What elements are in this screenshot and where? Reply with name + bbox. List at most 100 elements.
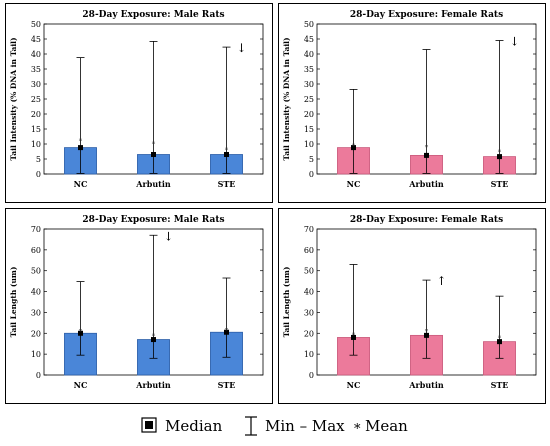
legend-median-marker xyxy=(141,417,157,433)
chart-panel-female-length: 28-Day Exposure: Female Rats Tail Length … xyxy=(278,208,546,404)
legend-minmax-marker xyxy=(245,416,257,436)
x-tick-label: Arbutin xyxy=(408,380,444,390)
y-tick-label: 15 xyxy=(31,125,41,134)
x-tick-label: NC xyxy=(74,179,88,189)
y-tick-label: 30 xyxy=(304,308,314,317)
y-tick-label: 0 xyxy=(309,170,314,179)
y-tick-label: 50 xyxy=(31,20,41,29)
y-tick-label: 20 xyxy=(304,329,314,338)
chart-panel-male-intensity: 28-Day Exposure: Male Rats Tail Intensity… xyxy=(5,3,273,203)
y-tick-label: 45 xyxy=(304,35,314,44)
median-point xyxy=(424,152,429,158)
y-tick-label: 70 xyxy=(31,225,41,234)
y-tick-label: 0 xyxy=(36,371,41,380)
legend: Median Min – Max * Mean xyxy=(0,410,550,442)
mean-marker: * xyxy=(425,144,429,152)
mean-marker: * xyxy=(79,137,83,145)
x-tick-label: Arbutin xyxy=(408,179,444,189)
mean-marker: * xyxy=(498,334,502,342)
y-tick-label: 10 xyxy=(304,140,314,149)
y-tick-label: 40 xyxy=(31,50,41,59)
trend-arrow: ↑ xyxy=(437,274,447,288)
y-tick-label: 30 xyxy=(31,80,41,89)
y-tick-label: 25 xyxy=(31,95,41,104)
y-tick-label: 10 xyxy=(304,350,314,359)
x-tick-label: NC xyxy=(74,380,88,390)
mean-marker: * xyxy=(79,328,83,336)
chart-panel-male-length: 28-Day Exposure: Male Rats Tail Length (u… xyxy=(5,208,273,404)
mean-marker: * xyxy=(152,140,156,148)
median-point xyxy=(151,152,156,157)
mean-marker: * xyxy=(425,328,429,336)
chart-panel-female-intensity: 28-Day Exposure: Female Rats Tail Intensi… xyxy=(278,3,546,203)
median-point xyxy=(497,339,502,345)
y-tick-label: 50 xyxy=(304,20,314,29)
trend-arrow: ↓ xyxy=(164,229,174,243)
y-tick-label: 30 xyxy=(31,308,41,317)
y-axis-label: Tail Length (um) xyxy=(9,267,18,338)
median-point xyxy=(424,332,429,338)
trend-arrow: ↓ xyxy=(510,35,520,49)
y-axis-label: Tail Intensity (% DNA in Tail) xyxy=(9,37,18,160)
y-tick-label: 40 xyxy=(304,50,314,59)
x-tick-label: Arbutin xyxy=(135,179,171,189)
y-axis-label: Tail Length (um) xyxy=(282,267,291,338)
trend-arrow: ↓ xyxy=(237,41,247,55)
median-point xyxy=(351,145,356,151)
y-tick-label: 5 xyxy=(36,155,41,164)
chart-title: 28-Day Exposure: Male Rats xyxy=(82,215,224,225)
median-point xyxy=(351,334,356,340)
mean-marker: * xyxy=(225,327,229,335)
x-tick-label: NC xyxy=(347,380,361,390)
median-point xyxy=(78,145,83,151)
y-axis-label: Tail Intensity (% DNA in Tail) xyxy=(282,37,291,160)
legend-mean-label: Mean xyxy=(365,417,408,435)
mean-marker: * xyxy=(498,149,502,157)
y-tick-label: 40 xyxy=(304,288,314,297)
y-tick-label: 60 xyxy=(304,246,314,255)
y-tick-label: 0 xyxy=(36,170,41,179)
chart-svg: 28-Day Exposure: Male Rats Tail Intensity… xyxy=(9,10,264,189)
legend-mean-marker: * xyxy=(354,422,361,437)
mean-marker: * xyxy=(352,331,356,339)
y-tick-label: 20 xyxy=(31,329,41,338)
y-tick-label: 25 xyxy=(304,95,314,104)
y-tick-label: 45 xyxy=(31,35,41,44)
y-tick-label: 0 xyxy=(309,371,314,380)
y-tick-label: 60 xyxy=(31,246,41,255)
y-tick-label: 50 xyxy=(31,267,41,276)
legend-minmax-label: Min – Max xyxy=(265,417,345,435)
median-point xyxy=(78,330,83,336)
chart-svg: 28-Day Exposure: Female Rats Tail Length … xyxy=(282,215,537,390)
y-tick-label: 20 xyxy=(31,110,41,119)
mean-marker: * xyxy=(352,143,356,151)
y-tick-label: 10 xyxy=(31,140,41,149)
median-point xyxy=(151,337,156,343)
y-tick-label: 30 xyxy=(304,80,314,89)
y-tick-label: 5 xyxy=(309,155,314,164)
chart-svg: 28-Day Exposure: Male Rats Tail Length (u… xyxy=(9,215,264,390)
y-tick-label: 40 xyxy=(31,288,41,297)
y-tick-label: 35 xyxy=(31,65,41,74)
chart-title: 28-Day Exposure: Female Rats xyxy=(350,215,503,225)
y-tick-label: 50 xyxy=(304,267,314,276)
x-tick-label: NC xyxy=(347,179,361,189)
y-tick-label: 70 xyxy=(304,225,314,234)
x-tick-label: STE xyxy=(491,179,509,189)
x-tick-label: Arbutin xyxy=(135,380,171,390)
median-point xyxy=(224,329,229,335)
mean-marker: * xyxy=(225,146,229,154)
legend-median-label: Median xyxy=(165,417,223,435)
chart-title: 28-Day Exposure: Male Rats xyxy=(82,10,224,20)
y-tick-label: 15 xyxy=(304,125,314,134)
median-point xyxy=(224,152,229,157)
mean-marker: * xyxy=(152,332,156,340)
y-tick-label: 10 xyxy=(31,350,41,359)
x-tick-label: STE xyxy=(218,380,236,390)
x-tick-label: STE xyxy=(218,179,236,189)
chart-title: 28-Day Exposure: Female Rats xyxy=(350,10,503,20)
chart-svg: 28-Day Exposure: Female Rats Tail Intensi… xyxy=(282,10,537,189)
y-tick-label: 20 xyxy=(304,110,314,119)
x-tick-label: STE xyxy=(491,380,509,390)
y-tick-label: 35 xyxy=(304,65,314,74)
